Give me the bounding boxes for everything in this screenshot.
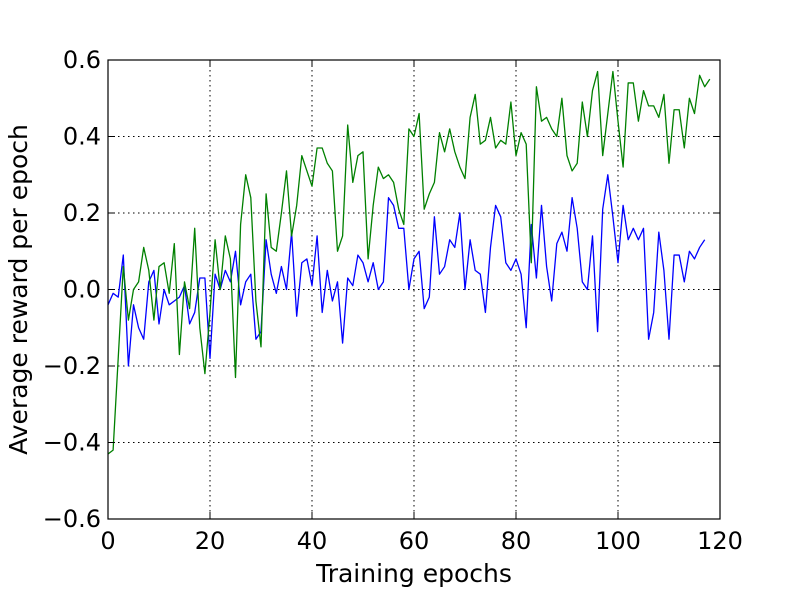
x-tick-label-1: 20: [195, 527, 226, 555]
y-tick-label-3: 0.0: [63, 276, 101, 304]
y-tick-label-4: 0.2: [63, 199, 101, 227]
series-line-1: [107, 70, 711, 455]
x-tick-label-3: 60: [399, 527, 430, 555]
y-tick-label-0: −0.6: [43, 505, 101, 533]
x-tick-label-4: 80: [501, 527, 532, 555]
y-tick-label-5: 0.4: [63, 123, 101, 151]
y-tick-label-1: −0.4: [43, 429, 101, 457]
x-tick-label-2: 40: [297, 527, 328, 555]
axis-ticks: [107, 59, 721, 520]
y-tick-label-2: −0.2: [43, 352, 101, 380]
x-tick-label-0: 0: [100, 527, 115, 555]
series-lines: [107, 70, 711, 455]
x-axis-label: Training epochs: [315, 559, 512, 588]
x-tick-label-5: 100: [595, 527, 641, 555]
tick-labels: 0 20 40 60 80 100 120 −0.6 −0.4 −0.2 0.0 0.2 0.4 0.6: [43, 46, 743, 555]
y-axis-label: Average reward per epoch: [4, 124, 33, 455]
y-tick-label-6: 0.6: [63, 46, 101, 74]
series-line-0: [107, 174, 706, 367]
x-tick-label-6: 120: [697, 527, 743, 555]
